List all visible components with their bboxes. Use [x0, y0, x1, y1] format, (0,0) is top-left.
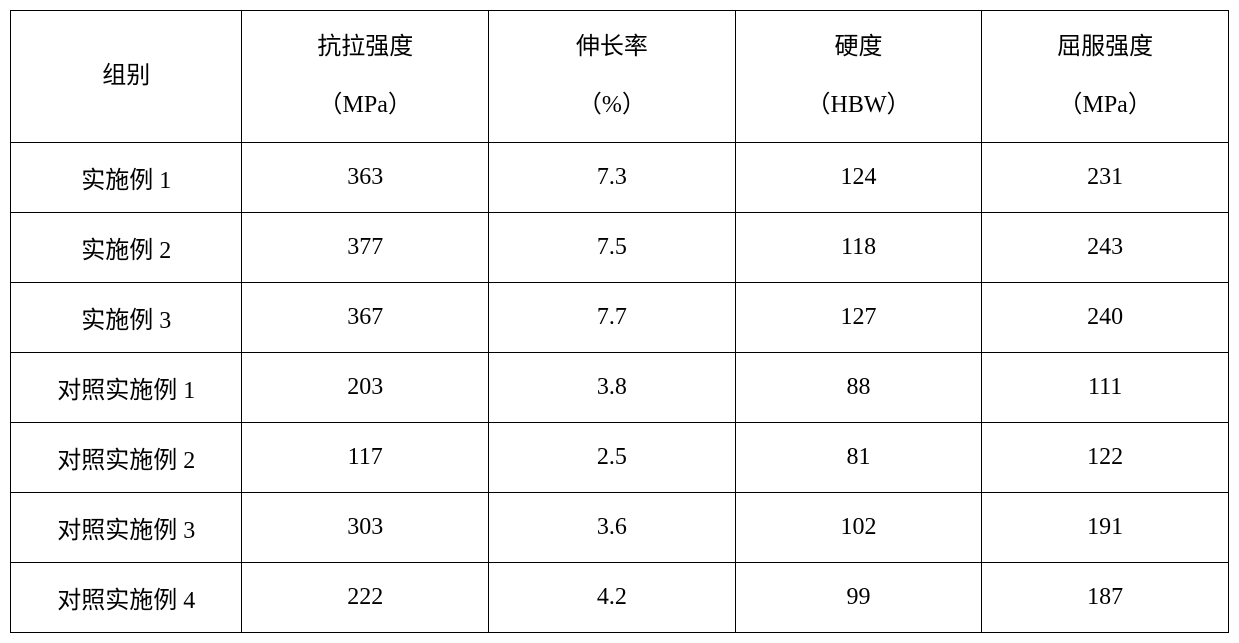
table-row: 实施例 3 367 7.7 127 240	[11, 283, 1229, 353]
cell-hardness: 99	[735, 563, 982, 633]
header-hardness-line1: 硬度	[740, 19, 978, 77]
header-group: 组别	[11, 11, 242, 143]
table-row: 实施例 2 377 7.5 118 243	[11, 213, 1229, 283]
cell-yield: 191	[982, 493, 1229, 563]
header-tensile-line2: （MPa）	[246, 77, 484, 135]
header-yield: 屈服强度 （MPa）	[982, 11, 1229, 143]
table-header-row: 组别 抗拉强度 （MPa） 伸长率 （%） 硬度 （HBW） 屈服强度 （MPa…	[11, 11, 1229, 143]
cell-hardness: 81	[735, 423, 982, 493]
table-row: 实施例 1 363 7.3 124 231	[11, 143, 1229, 213]
cell-tensile: 117	[242, 423, 489, 493]
cell-hardness: 88	[735, 353, 982, 423]
cell-group: 实施例 1	[11, 143, 242, 213]
cell-elongation: 7.3	[489, 143, 736, 213]
cell-group: 对照实施例 1	[11, 353, 242, 423]
material-properties-table: 组别 抗拉强度 （MPa） 伸长率 （%） 硬度 （HBW） 屈服强度 （MPa…	[10, 10, 1229, 633]
header-elongation-line2: （%）	[493, 77, 731, 135]
cell-yield: 122	[982, 423, 1229, 493]
header-group-line1: 组别	[15, 48, 237, 106]
cell-elongation: 7.7	[489, 283, 736, 353]
table-row: 对照实施例 4 222 4.2 99 187	[11, 563, 1229, 633]
cell-yield: 243	[982, 213, 1229, 283]
cell-yield: 111	[982, 353, 1229, 423]
cell-elongation: 2.5	[489, 423, 736, 493]
cell-tensile: 222	[242, 563, 489, 633]
cell-tensile: 303	[242, 493, 489, 563]
header-yield-line1: 屈服强度	[986, 19, 1224, 77]
cell-group: 实施例 3	[11, 283, 242, 353]
cell-tensile: 377	[242, 213, 489, 283]
table-body: 实施例 1 363 7.3 124 231 实施例 2 377 7.5 118 …	[11, 143, 1229, 633]
cell-elongation: 4.2	[489, 563, 736, 633]
cell-group: 对照实施例 2	[11, 423, 242, 493]
cell-tensile: 203	[242, 353, 489, 423]
table-row: 对照实施例 2 117 2.5 81 122	[11, 423, 1229, 493]
cell-elongation: 3.6	[489, 493, 736, 563]
cell-yield: 240	[982, 283, 1229, 353]
cell-elongation: 7.5	[489, 213, 736, 283]
cell-tensile: 367	[242, 283, 489, 353]
cell-yield: 187	[982, 563, 1229, 633]
table-row: 对照实施例 3 303 3.6 102 191	[11, 493, 1229, 563]
header-tensile-line1: 抗拉强度	[246, 19, 484, 77]
cell-tensile: 363	[242, 143, 489, 213]
cell-hardness: 102	[735, 493, 982, 563]
header-yield-line2: （MPa）	[986, 77, 1224, 135]
header-elongation-line1: 伸长率	[493, 19, 731, 77]
cell-hardness: 124	[735, 143, 982, 213]
cell-hardness: 127	[735, 283, 982, 353]
cell-hardness: 118	[735, 213, 982, 283]
cell-group: 对照实施例 4	[11, 563, 242, 633]
header-elongation: 伸长率 （%）	[489, 11, 736, 143]
header-hardness-line2: （HBW）	[740, 77, 978, 135]
header-hardness: 硬度 （HBW）	[735, 11, 982, 143]
header-tensile: 抗拉强度 （MPa）	[242, 11, 489, 143]
cell-elongation: 3.8	[489, 353, 736, 423]
table-row: 对照实施例 1 203 3.8 88 111	[11, 353, 1229, 423]
cell-yield: 231	[982, 143, 1229, 213]
cell-group: 实施例 2	[11, 213, 242, 283]
cell-group: 对照实施例 3	[11, 493, 242, 563]
